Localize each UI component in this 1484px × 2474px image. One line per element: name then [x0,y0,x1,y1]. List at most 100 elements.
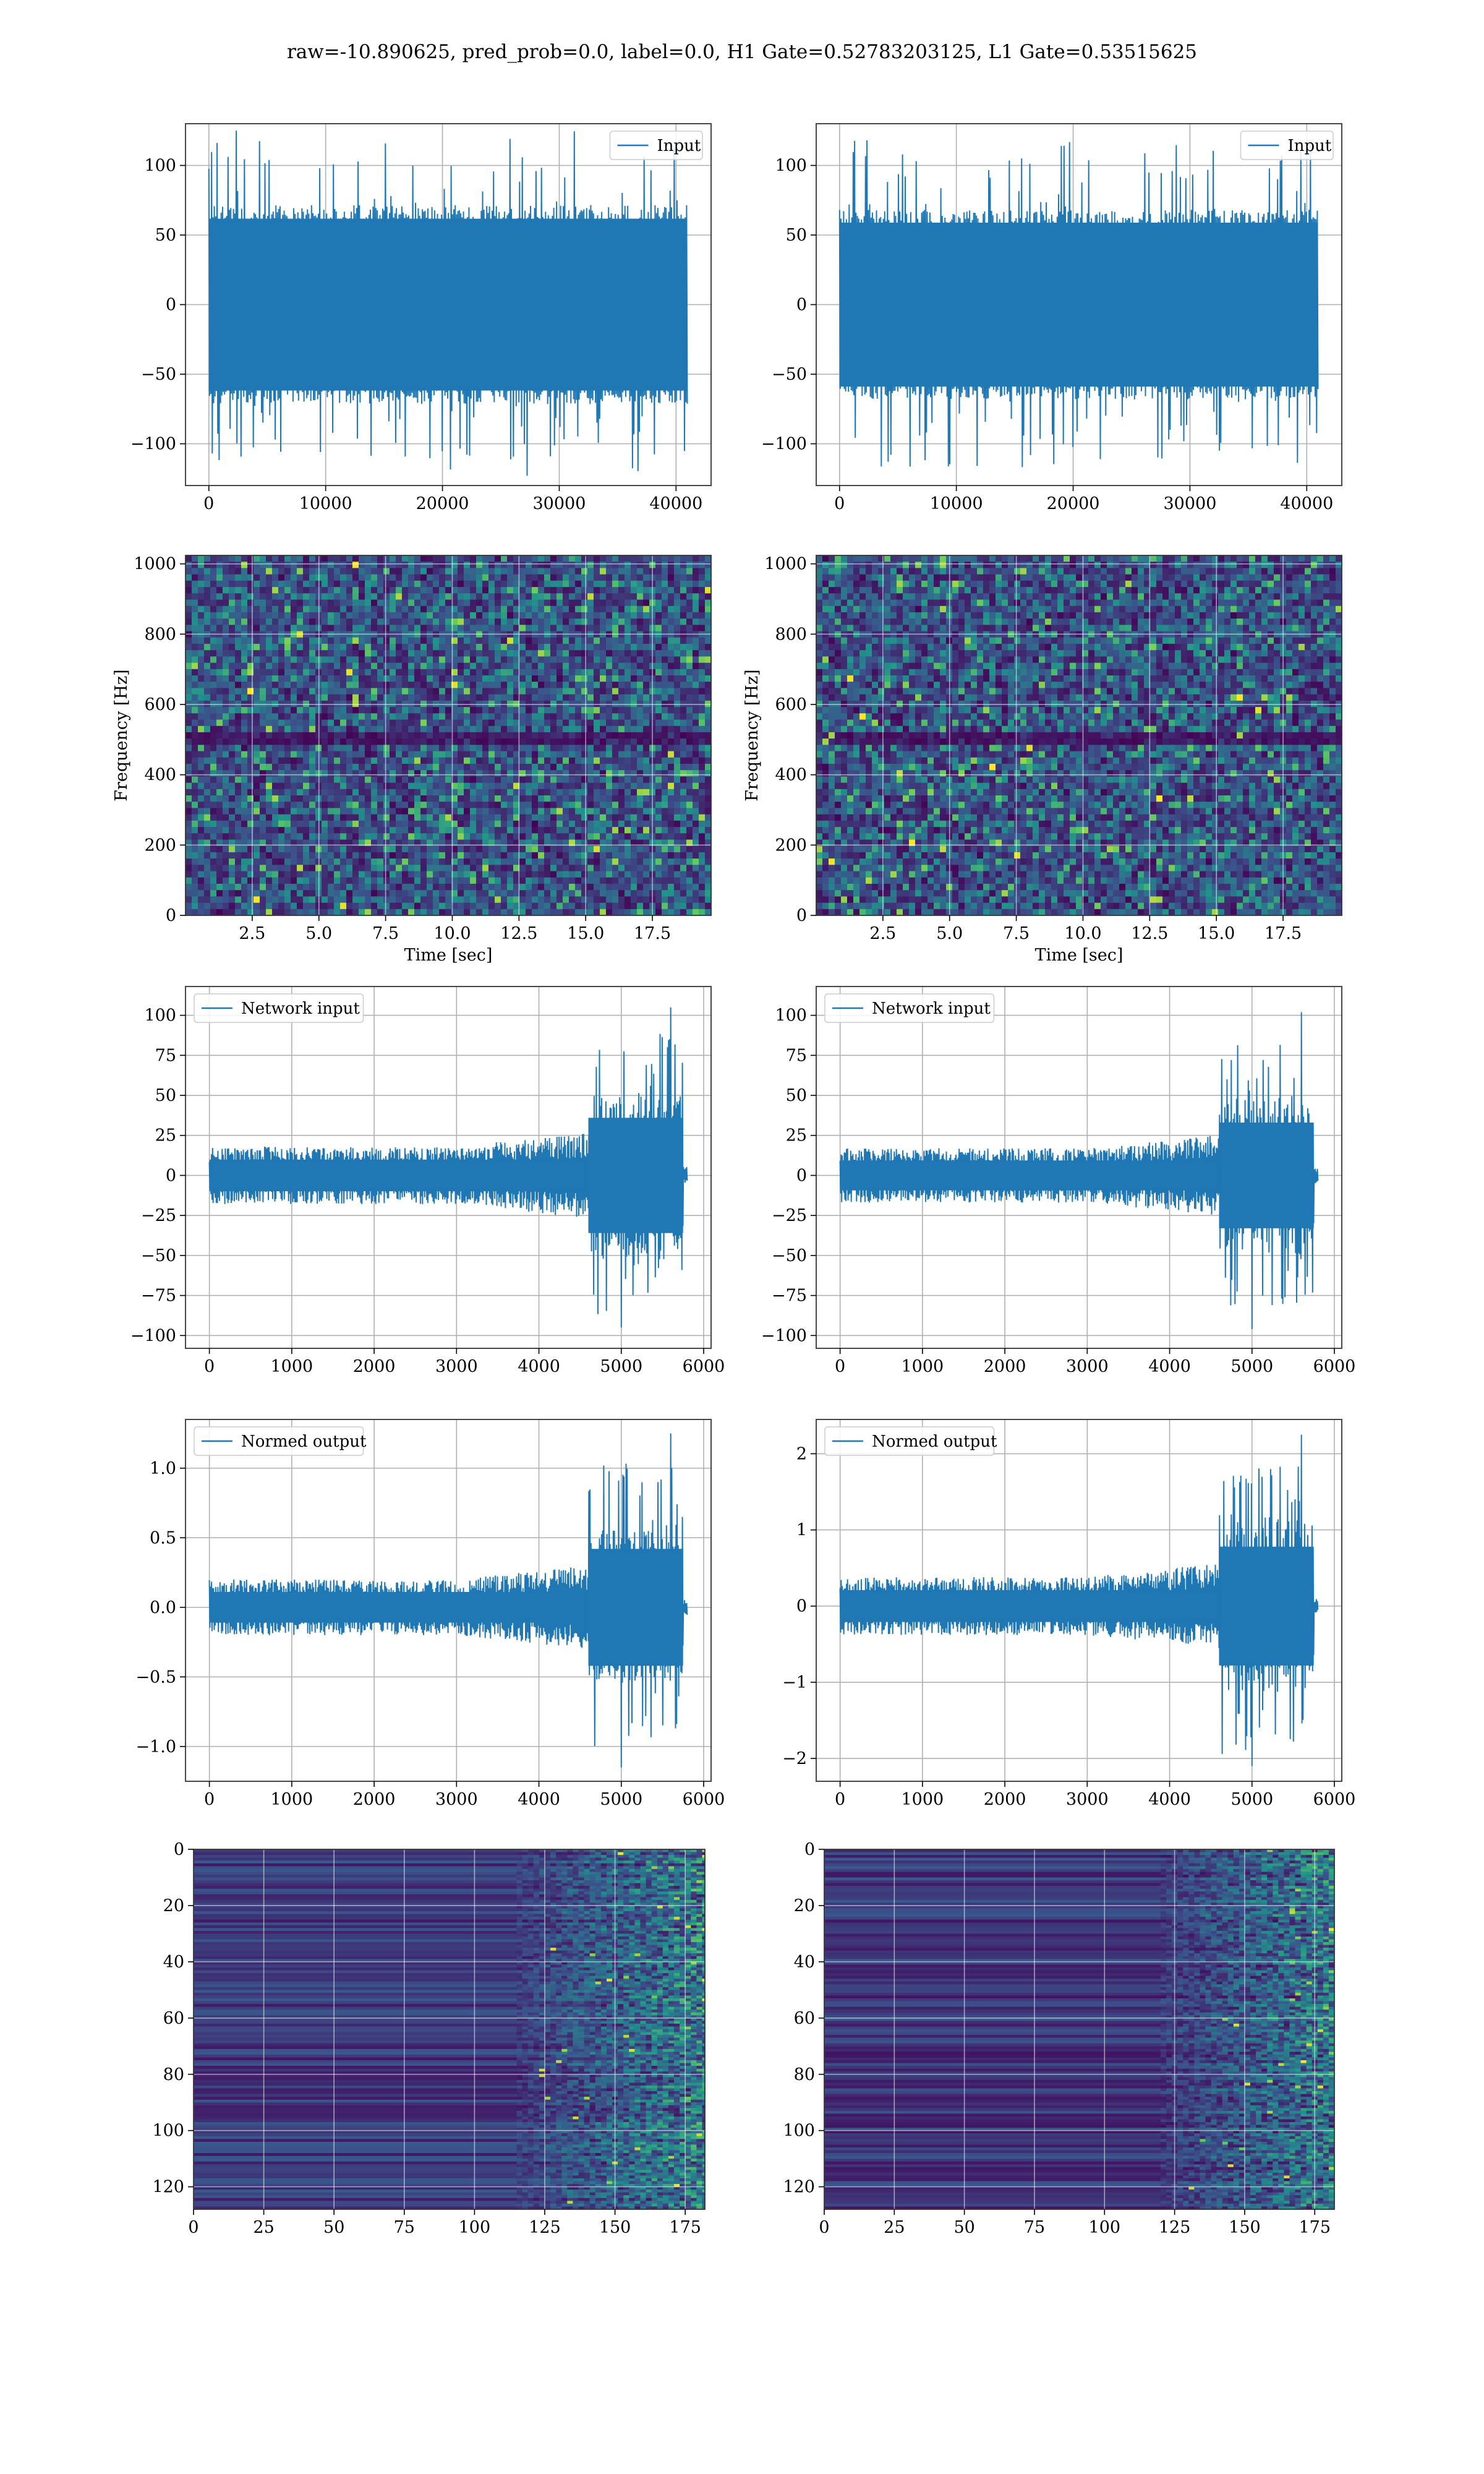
x-tick-label: 10.0 [1064,924,1101,943]
y-tick-label: 0 [174,1840,184,1859]
x-tick-label: 100 [1089,2218,1121,2237]
y-tick-label: 0 [166,1166,176,1185]
x-tick-label: 0 [203,494,214,513]
x-tick-label: 2.5 [239,924,265,943]
y-tick-label: −100 [130,435,176,454]
y-tick-label: 25 [155,1126,176,1145]
legend: Network input [824,993,995,1023]
y-tick-label: 1 [796,1521,807,1540]
series-dense-band [839,222,1318,387]
axes-frame [193,1849,706,2210]
legend-label: Network input [241,999,360,1018]
y-axis-label: Frequency [Hz] [112,669,131,801]
axis-ticks: 0 25 50 75 100 125 150 175 0 20 40 60 80 100 120 [152,1840,701,2237]
x-tick-label: 0 [204,1357,215,1376]
y-tick-label: −100 [761,435,807,454]
y-tick-label: 100 [144,156,176,176]
x-tick-label: 3000 [435,1357,478,1376]
x-tick-label: 40000 [1280,494,1333,513]
axis-ticks: 2.5 5.0 7.5 10.0 12.5 15.0 17.5 0 200 400 600 800 10… [764,555,1302,943]
y-tick-label: 100 [775,1006,807,1025]
heatmap-cells [186,555,711,915]
panel-normed-output-l1: Normed output 0 1000 2000 3000 4000 5000 6000 −2… [782,1419,1355,1809]
y-tick-label: 120 [783,2178,815,2197]
x-tick-label: 7.5 [1003,924,1030,943]
axis-ticks: 0 1000 2000 3000 4000 5000 6000 −100 −75 −50 −25 0 2… [761,1006,1356,1376]
series-burst-band [1219,1546,1314,1666]
x-tick-label: 2.5 [869,924,896,943]
axes-frame [185,986,712,1349]
y-tick-label: 0 [166,906,176,925]
x-tick-label: 0 [204,1790,215,1809]
x-tick-label: 4000 [518,1357,560,1376]
y-tick-label: 50 [786,226,807,245]
y-tick-label: 20 [163,1896,184,1915]
x-tick-label: 0 [834,494,845,513]
y-tick-label: 800 [775,625,807,644]
axes-frame [185,555,712,916]
axis-ticks: 0 1000 2000 3000 4000 5000 6000 −2 −1 0 1 2 [782,1444,1355,1809]
y-tick-label: −100 [761,1326,807,1345]
series-burst-band [588,1549,683,1666]
y-tick-label: 1000 [134,555,176,574]
x-tick-label: 1000 [271,1357,313,1376]
y-tick-label: 40 [163,1953,184,1972]
y-tick-label: 40 [794,1953,815,1972]
legend-label: Normed output [241,1432,367,1451]
y-tick-label: 100 [144,1006,176,1025]
y-tick-label: 100 [775,156,807,176]
y-tick-label: 0 [166,296,176,315]
y-tick-label: −75 [772,1286,807,1306]
x-axis-label: Time [sec] [404,946,493,965]
panel-feature-map-l1: 0 25 50 75 100 125 150 175 0 20 40 60 80 100 120 [783,1840,1335,2237]
axis-ticks: 2.5 5.0 7.5 10.0 12.5 15.0 17.5 0 200 400 600 800 10… [134,555,671,943]
x-tick-label: 0 [835,1357,845,1376]
x-tick-label: 5000 [1230,1357,1273,1376]
figure-title: raw=-10.890625, pred_prob=0.0, label=0.0… [286,41,1198,63]
x-tick-label: 5000 [600,1790,642,1809]
panel-input-l1: Input 0 10000 20000 30000 40000 −100 −50 0 50 100 [761,123,1342,514]
y-axis-label: Frequency [Hz] [743,669,762,801]
legend-label: Network input [872,999,991,1018]
y-tick-label: 1.0 [150,1459,176,1478]
y-tick-label: 0.0 [150,1598,176,1617]
x-tick-label: 2000 [353,1357,396,1376]
x-tick-label: 20000 [416,494,469,513]
legend: Normed output [194,1426,367,1456]
x-tick-label: 0 [835,1790,845,1809]
y-tick-label: 0 [804,1840,815,1859]
legend: Input [609,131,703,160]
x-tick-label: 3000 [1066,1790,1109,1809]
legend: Normed output [824,1426,997,1456]
y-tick-label: 50 [155,226,176,245]
x-tick-label: 1000 [902,1790,944,1809]
x-tick-label: 10000 [299,494,352,513]
y-tick-label: −50 [772,365,807,384]
heatmap-cells [824,1849,1334,2209]
x-tick-label: 6000 [1313,1790,1356,1809]
x-tick-label: 12.5 [1131,924,1168,943]
x-tick-label: 25 [884,2218,905,2237]
x-tick-label: 15.0 [1198,924,1235,943]
y-tick-label: −75 [141,1286,176,1306]
y-tick-label: −50 [772,1246,807,1265]
x-tick-label: 2000 [984,1790,1026,1809]
x-tick-label: 20000 [1047,494,1100,513]
axis-ticks: 0 10000 20000 30000 40000 −100 −50 0 50 100 [761,156,1333,514]
y-tick-label: −1 [782,1673,807,1692]
x-tick-label: 0 [819,2218,829,2237]
legend-label: Input [1288,137,1332,155]
legend: Network input [194,993,364,1023]
x-tick-label: 12.5 [500,924,537,943]
y-tick-label: 400 [144,766,176,785]
y-tick-label: 400 [775,766,807,785]
y-tick-label: −1.0 [135,1737,176,1757]
x-tick-label: 4000 [1148,1357,1191,1376]
panel-spectrogram-l1: 2.5 5.0 7.5 10.0 12.5 15.0 17.5 0 200 400 600 800 10… [743,555,1342,965]
x-tick-label: 5.0 [936,924,963,943]
y-tick-label: 2 [796,1444,807,1463]
x-tick-label: 50 [953,2218,974,2237]
x-tick-label: 5000 [600,1357,642,1376]
